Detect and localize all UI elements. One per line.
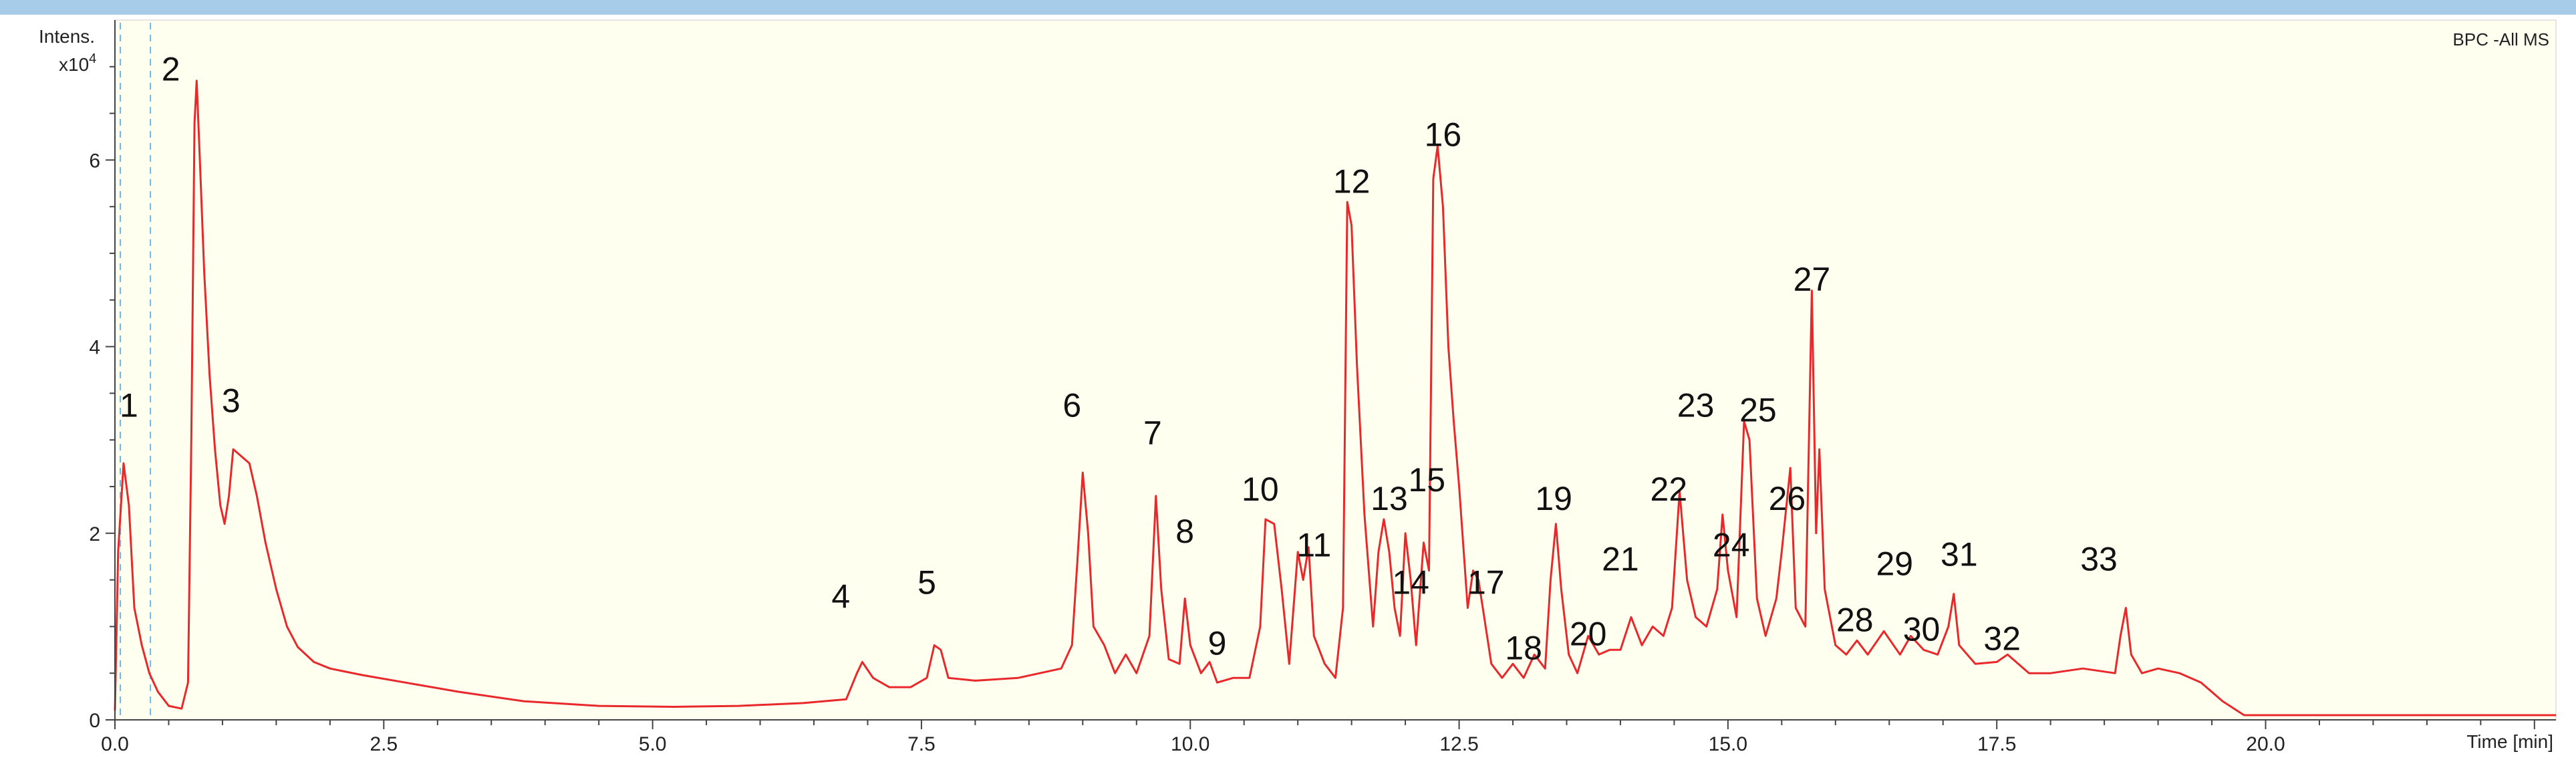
peak-label-11: 11 xyxy=(1296,527,1331,564)
peak-label-17: 17 xyxy=(1467,564,1505,602)
peak-label-28: 28 xyxy=(1836,601,1874,638)
peak-label-10: 10 xyxy=(1242,471,1279,508)
peak-label-19: 19 xyxy=(1535,480,1572,517)
peak-label-33: 33 xyxy=(2080,541,2118,578)
x-tick-label: 20.0 xyxy=(2246,733,2285,755)
peak-label-26: 26 xyxy=(1769,480,1806,517)
x-axis-title: Time [min] xyxy=(2466,731,2553,752)
peak-label-6: 6 xyxy=(1062,386,1081,424)
x-tick-label: 12.5 xyxy=(1439,733,1478,755)
y-axis-unit-base: x10 xyxy=(59,54,89,75)
y-axis-unit: x104 xyxy=(59,51,96,75)
y-tick-label: 4 xyxy=(89,337,100,359)
peak-label-31: 31 xyxy=(1941,536,1978,573)
peak-label-15: 15 xyxy=(1408,461,1445,499)
x-tick-label: 2.5 xyxy=(370,733,398,755)
y-axis: 0 2 4 6 xyxy=(89,20,116,732)
peak-label-8: 8 xyxy=(1175,513,1194,550)
peak-label-1: 1 xyxy=(120,386,138,424)
peak-label-14: 14 xyxy=(1392,564,1429,602)
peak-label-30: 30 xyxy=(1903,610,1941,648)
peak-label-2: 2 xyxy=(162,51,180,88)
peak-label-12: 12 xyxy=(1333,162,1371,200)
peak-label-16: 16 xyxy=(1425,116,1462,153)
y-tick-label: 2 xyxy=(89,523,100,545)
peak-label-4: 4 xyxy=(831,577,850,615)
peak-label-32: 32 xyxy=(1983,620,2021,657)
peak-label-20: 20 xyxy=(1570,615,1607,652)
x-tick-label: 17.5 xyxy=(1977,733,2016,755)
plot-area xyxy=(114,19,2557,721)
peak-label-7: 7 xyxy=(1143,414,1162,452)
trace-label: BPC -All MS xyxy=(2453,29,2549,49)
peak-label-5: 5 xyxy=(917,564,936,602)
peak-label-13: 13 xyxy=(1371,480,1408,517)
peak-label-21: 21 xyxy=(1602,541,1639,578)
y-tick-label: 6 xyxy=(89,150,100,172)
x-tick-label: 10.0 xyxy=(1171,733,1209,755)
y-axis-unit-exponent: 4 xyxy=(89,51,96,66)
peak-label-27: 27 xyxy=(1794,261,1831,298)
y-tick-label: 0 xyxy=(89,710,100,732)
x-tick-label: 5.0 xyxy=(639,733,667,755)
peak-label-22: 22 xyxy=(1651,471,1688,508)
x-tick-label: 15.0 xyxy=(1709,733,1747,755)
y-axis-title: Intens. xyxy=(39,26,95,47)
peak-label-23: 23 xyxy=(1677,386,1715,424)
x-axis: 0.0 2.5 5.0 7.5 10.0 12.5 15.0 17.5 20.0 xyxy=(101,719,2556,755)
window-title-bar xyxy=(0,0,2576,15)
marker-lines xyxy=(120,23,152,720)
peak-label-24: 24 xyxy=(1713,527,1750,564)
peak-label-25: 25 xyxy=(1739,391,1777,428)
peak-label-3: 3 xyxy=(222,382,241,419)
bpc-trace-line xyxy=(114,80,2556,717)
x-tick-label: 0.0 xyxy=(101,733,129,755)
peak-label-18: 18 xyxy=(1505,629,1542,666)
peak-label-9: 9 xyxy=(1208,624,1227,662)
x-tick-label: 7.5 xyxy=(907,733,936,755)
peak-label-29: 29 xyxy=(1876,545,1913,583)
